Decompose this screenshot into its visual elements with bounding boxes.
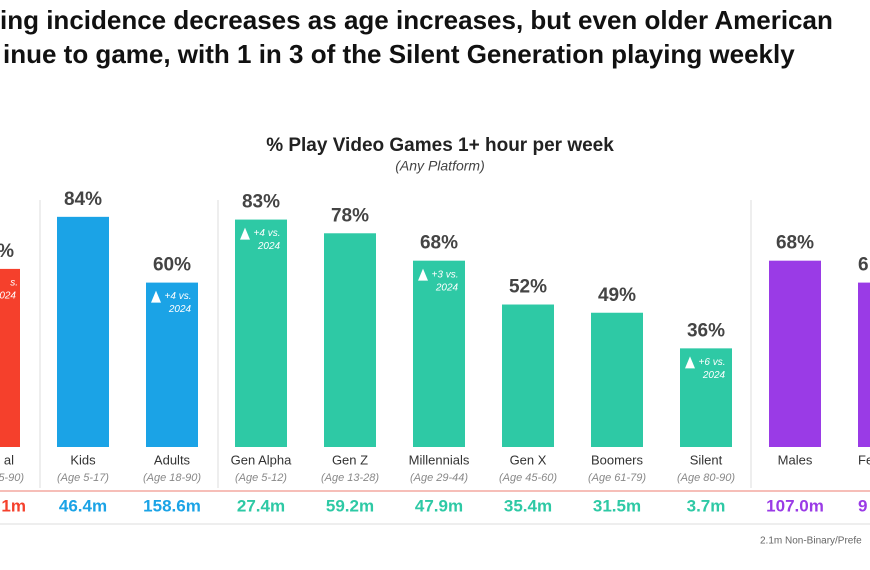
category-label: Boomers bbox=[591, 452, 644, 467]
footnote: 2.1m Non-Binary/Prefe bbox=[760, 536, 862, 547]
annotation: 024 bbox=[0, 291, 16, 302]
annotation: +4 vs. bbox=[254, 228, 281, 239]
chart-subtitle: (Any Platform) bbox=[395, 158, 484, 174]
category-label: Kids bbox=[70, 452, 96, 467]
category-label: Silent bbox=[690, 452, 723, 467]
value-label: 60% bbox=[153, 255, 191, 276]
annotation: +6 vs. bbox=[699, 357, 726, 368]
category-sublabel: (Age 13-28) bbox=[321, 472, 379, 484]
annotation: 2024 bbox=[257, 241, 281, 252]
value-label: 49% bbox=[598, 285, 636, 306]
bar bbox=[413, 260, 465, 447]
chart-title: % Play Video Games 1+ hour per week bbox=[266, 135, 614, 156]
bar bbox=[858, 282, 870, 447]
up-arrow bbox=[240, 227, 250, 240]
category-sublabel: (Age 80-90) bbox=[677, 472, 735, 484]
population: 59.2m bbox=[326, 496, 374, 515]
bar bbox=[591, 312, 643, 447]
up-arrow bbox=[151, 290, 161, 303]
category-sublabel: (Age 29-44) bbox=[410, 472, 468, 484]
population: 27.4m bbox=[237, 496, 285, 515]
headline: ing incidence decreases as age increases… bbox=[0, 5, 833, 35]
bar bbox=[0, 268, 20, 447]
value-label: 36% bbox=[687, 320, 725, 341]
population: 35.4m bbox=[504, 496, 552, 515]
bar bbox=[502, 304, 554, 447]
category-label: Millennials bbox=[409, 452, 470, 467]
category-label: Gen Z bbox=[332, 452, 368, 467]
value-label: 6 bbox=[858, 255, 869, 276]
category-sublabel: (Age 5-17) bbox=[57, 472, 109, 484]
annotation: s. bbox=[10, 278, 18, 289]
value-label: 52% bbox=[509, 277, 547, 298]
category-sublabel: (Age 61-79) bbox=[588, 472, 646, 484]
value-label: 78% bbox=[331, 205, 369, 226]
category-label: Males bbox=[778, 452, 813, 467]
category-label: Gen Alpha bbox=[231, 452, 292, 467]
bar bbox=[235, 219, 287, 447]
population: 31.5m bbox=[593, 496, 641, 515]
value-label: 84% bbox=[64, 189, 102, 210]
category-sublabel: (Age 18-90) bbox=[143, 472, 201, 484]
population: 107.0m bbox=[766, 496, 824, 515]
annotation: 2024 bbox=[168, 304, 192, 315]
population: 158.6m bbox=[143, 496, 201, 515]
bar bbox=[146, 282, 198, 447]
bar bbox=[769, 260, 821, 447]
category-label: al bbox=[4, 452, 14, 467]
bar bbox=[57, 216, 109, 447]
annotation: +4 vs. bbox=[165, 291, 192, 302]
category-sublabel: (Age 5-12) bbox=[235, 472, 287, 484]
population: 46.4m bbox=[59, 496, 107, 515]
up-arrow bbox=[418, 268, 428, 281]
population: 1m bbox=[1, 496, 26, 515]
value-label: % bbox=[0, 241, 14, 262]
headline: inue to game, with 1 in 3 of the Silent … bbox=[3, 39, 795, 69]
annotation: 2024 bbox=[702, 370, 726, 381]
value-label: 68% bbox=[420, 233, 458, 254]
value-label: 83% bbox=[242, 192, 280, 213]
category-sublabel: (Age 45-60) bbox=[499, 472, 557, 484]
up-arrow bbox=[685, 356, 695, 369]
category-label: Adults bbox=[154, 452, 191, 467]
category-label: Gen X bbox=[510, 452, 547, 467]
population: 47.9m bbox=[415, 496, 463, 515]
population: 9 bbox=[858, 496, 867, 515]
population: 3.7m bbox=[687, 496, 726, 515]
annotation: 2024 bbox=[435, 282, 459, 293]
category-label: Fe bbox=[858, 452, 870, 467]
category-sublabel: 5-90) bbox=[0, 472, 24, 484]
bar bbox=[324, 233, 376, 447]
annotation: +3 vs. bbox=[432, 269, 459, 280]
value-label: 68% bbox=[776, 233, 814, 254]
